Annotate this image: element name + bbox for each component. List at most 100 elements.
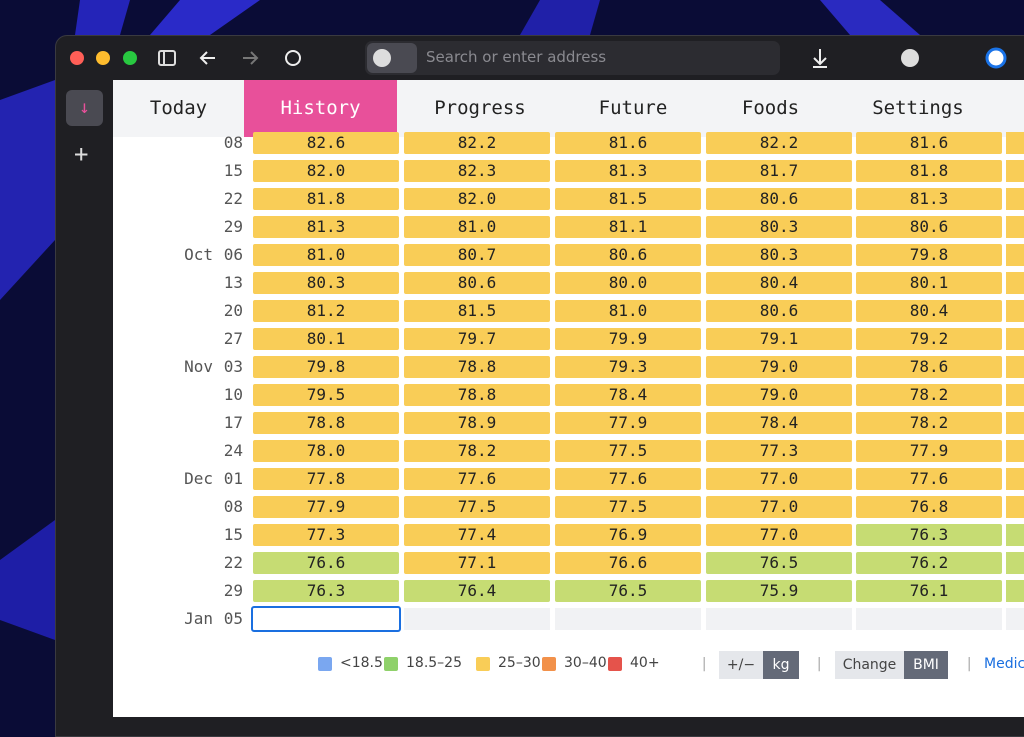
value-cell: 81.5 (555, 188, 701, 210)
tab[interactable]: History (244, 80, 397, 137)
value-cell: 82.0 (404, 188, 550, 210)
tab[interactable]: Progress (434, 97, 526, 119)
value-cell: 77.3 (253, 524, 399, 546)
day-label: 29 (223, 217, 243, 236)
value-cell: 81.6 (555, 132, 701, 154)
value-cell: 78.4 (706, 412, 852, 434)
value-cell: 77.1 (404, 552, 550, 574)
day-label: 03 (223, 357, 243, 376)
value-cell: 81.0 (404, 216, 550, 238)
empty-cell[interactable] (856, 608, 1002, 630)
value-cell: 77.6 (555, 468, 701, 490)
cut-off-cell (1006, 524, 1024, 546)
value-cell: 76.5 (706, 552, 852, 574)
value-cell: 78.8 (404, 384, 550, 406)
day-label: 10 (223, 385, 243, 404)
legend-swatch (542, 657, 556, 671)
value-cell: 81.7 (706, 160, 852, 182)
month-label: Nov (184, 357, 213, 376)
value-cell: 80.1 (253, 328, 399, 350)
value-cell: 76.5 (555, 580, 701, 602)
empty-cell[interactable] (706, 608, 852, 630)
cut-off-cell (1006, 412, 1024, 434)
separator: | (700, 656, 709, 672)
link[interactable]: Medic (984, 656, 1024, 672)
empty-cell[interactable] (404, 608, 550, 630)
value-cell: 77.3 (706, 440, 852, 462)
value-cell: 77.6 (404, 468, 550, 490)
month-label: Jan (184, 609, 213, 628)
cut-off-cell (1006, 160, 1024, 182)
value-cell: 79.0 (706, 384, 852, 406)
toggle-button[interactable]: Change (835, 651, 904, 679)
value-cell: 79.8 (856, 244, 1002, 266)
value-cell: 77.8 (253, 468, 399, 490)
separator: | (815, 656, 824, 672)
day-label: 27 (223, 329, 243, 348)
empty-cell[interactable] (251, 606, 401, 632)
address-bar[interactable]: Search or enter address (426, 48, 607, 66)
value-cell: 81.0 (253, 244, 399, 266)
toolbar (70, 41, 1007, 75)
cut-off-cell (1006, 216, 1024, 238)
day-label: 29 (223, 581, 243, 600)
cut-off-cell (1006, 608, 1024, 630)
day-label: 13 (223, 273, 243, 292)
value-cell: 76.1 (856, 580, 1002, 602)
value-cell: 80.6 (706, 300, 852, 322)
value-cell: 81.5 (404, 300, 550, 322)
legend-swatch (384, 657, 398, 671)
toggle-button[interactable]: kg (763, 651, 799, 679)
value-cell: 81.0 (555, 300, 701, 322)
value-cell: 77.6 (856, 468, 1002, 490)
day-label: 20 (223, 301, 243, 320)
legend-swatch (476, 657, 490, 671)
value-cell: 80.3 (706, 244, 852, 266)
legend-label: 40+ (630, 655, 660, 671)
value-cell: 77.5 (555, 496, 701, 518)
value-cell: 77.0 (706, 468, 852, 490)
cut-off-cell (1006, 244, 1024, 266)
value-cell: 80.4 (856, 300, 1002, 322)
value-cell: 79.7 (404, 328, 550, 350)
sidebar-tab[interactable]: ↓ (66, 90, 103, 126)
legend-label: <18.5 (340, 655, 383, 671)
toggle-button[interactable]: +/− (719, 651, 763, 679)
value-cell: 80.3 (253, 272, 399, 294)
value-cell: 78.9 (404, 412, 550, 434)
value-cell: 78.0 (253, 440, 399, 462)
cut-off-cell (1006, 552, 1024, 574)
value-cell: 81.6 (856, 132, 1002, 154)
day-label: 01 (223, 469, 243, 488)
value-cell: 80.0 (555, 272, 701, 294)
cut-off-cell (1006, 132, 1024, 154)
empty-cell[interactable] (555, 608, 701, 630)
tab[interactable]: Foods (741, 97, 800, 119)
day-label: 24 (223, 441, 243, 460)
toggle-button[interactable]: BMI (904, 651, 948, 679)
new-tab-button[interactable]: + (74, 140, 89, 168)
value-cell: 80.6 (404, 272, 550, 294)
legend-swatch (318, 657, 332, 671)
value-cell: 81.1 (555, 216, 701, 238)
value-cell: 80.1 (856, 272, 1002, 294)
value-cell: 77.9 (555, 412, 701, 434)
cut-off-cell (1006, 272, 1024, 294)
cut-off-cell (1006, 300, 1024, 322)
value-cell: 76.4 (404, 580, 550, 602)
value-cell: 80.6 (555, 244, 701, 266)
value-cell: 79.0 (706, 356, 852, 378)
day-label: 22 (223, 553, 243, 572)
value-cell: 76.8 (856, 496, 1002, 518)
value-cell: 82.0 (253, 160, 399, 182)
value-cell: 81.3 (253, 216, 399, 238)
value-cell: 80.6 (856, 216, 1002, 238)
value-cell: 79.1 (706, 328, 852, 350)
tab[interactable]: Settings (872, 97, 964, 119)
value-cell: 79.3 (555, 356, 701, 378)
tab[interactable]: Future (598, 97, 668, 119)
day-label: 05 (223, 609, 243, 628)
tab[interactable]: Today (149, 97, 208, 119)
value-cell: 75.9 (706, 580, 852, 602)
day-label: 22 (223, 189, 243, 208)
